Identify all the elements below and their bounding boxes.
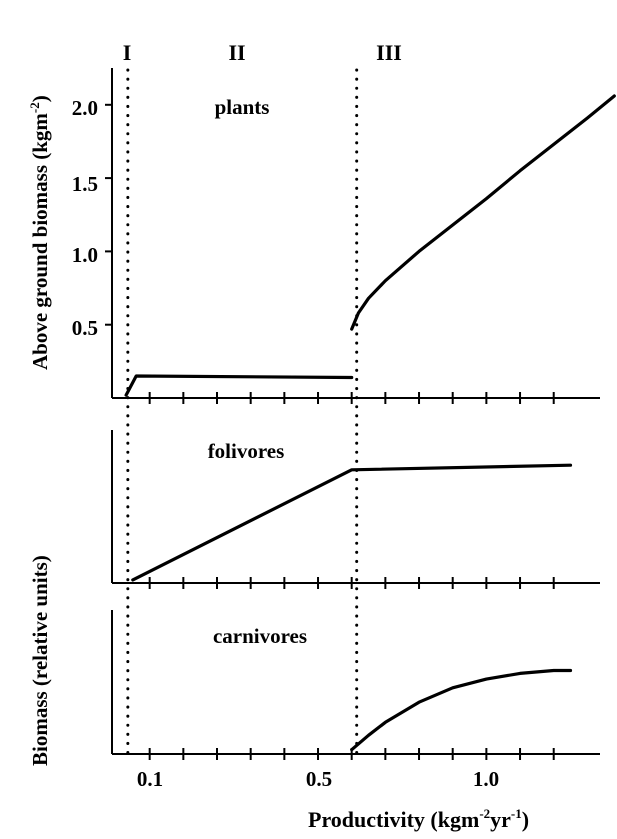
x-tick-label-1-0: 1.0 [473, 767, 499, 791]
panel-title-folivores: folivores [208, 439, 285, 463]
y-axis-label-shared: Biomass (relative units) [28, 555, 52, 766]
y-axis-label-plants: Above ground biomass (kgm-2) [27, 95, 52, 370]
series-line-folivores-0 [131, 463, 573, 582]
series-line-carnivores-0 [350, 668, 573, 752]
x-axis-label: Productivity (kgm-2yr-1) [308, 806, 529, 832]
region-label-3: III [376, 40, 402, 65]
region-label-2: II [228, 40, 245, 65]
panels [105, 68, 616, 762]
series-line-plants-1 [350, 94, 616, 331]
panel-title-carnivores: carnivores [213, 624, 307, 648]
y-tick-label-1-5: 1.5 [72, 172, 98, 196]
x-tick-label-0-1: 0.1 [137, 767, 163, 791]
region-label-1: I [123, 40, 132, 65]
x-tick-label-0-5: 0.5 [306, 767, 332, 791]
panel-title-plants: plants [215, 95, 270, 119]
series-line-plants-0 [124, 374, 354, 397]
y-tick-label-2-0: 2.0 [72, 96, 98, 120]
y-tick-label-0-5: 0.5 [72, 316, 98, 340]
y-tick-label-1-0: 1.0 [72, 243, 98, 267]
